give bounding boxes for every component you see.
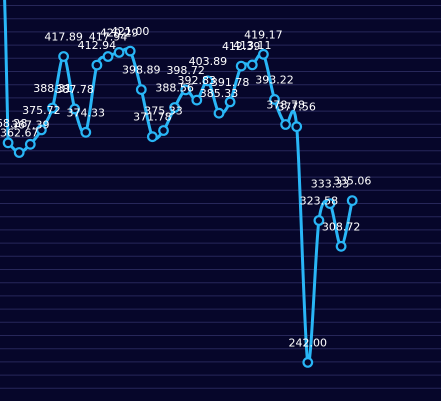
data-label: 371.78: [133, 111, 172, 124]
data-point: [324, 198, 336, 210]
data-label: 392.83: [178, 74, 217, 87]
data-point: [202, 75, 214, 87]
data-point: [102, 51, 114, 62]
data-label: 412.39: [222, 40, 261, 53]
data-point: [47, 102, 58, 114]
data-label: 308.72: [322, 220, 361, 233]
data-label: 377.56: [277, 101, 316, 114]
data-point: [346, 195, 358, 207]
data-label: 398.89: [122, 64, 161, 77]
data-point: [269, 93, 280, 105]
data-label: 417.89: [44, 31, 83, 44]
data-label: 323.58: [300, 195, 339, 208]
data-point: [146, 131, 158, 143]
data-point: [135, 84, 147, 95]
data-points: [2, 45, 358, 368]
data-label: 398.72: [166, 64, 205, 77]
data-label: 385.33: [200, 87, 239, 100]
series-line: [3, 0, 354, 365]
data-label: 335.06: [333, 175, 372, 188]
data-label: 388.56: [155, 82, 194, 95]
data-point: [280, 119, 292, 130]
data-label: 391.78: [211, 76, 250, 89]
data-point: [124, 45, 136, 57]
data-label: 367.39: [11, 118, 50, 131]
data-label: 403.89: [189, 55, 228, 68]
data-point: [13, 147, 25, 158]
data-point: [169, 102, 181, 113]
data-label: 420.29: [100, 26, 139, 39]
data-label: 375.72: [22, 104, 61, 117]
data-point: [2, 137, 14, 149]
data-label: 368.28: [0, 117, 27, 130]
data-point: [113, 47, 125, 58]
data-label: 412.94: [78, 39, 117, 52]
data-label: 387.78: [55, 83, 94, 96]
data-point: [258, 48, 269, 60]
data-point: [235, 60, 247, 72]
data-point: [80, 126, 92, 138]
data-label: 393.22: [255, 73, 294, 86]
gridlines: [0, 5, 441, 389]
data-label: 419.17: [244, 28, 283, 41]
data-point: [158, 125, 169, 136]
data-point: [335, 240, 347, 252]
data-point: [58, 51, 69, 62]
data-label: 362.67: [0, 127, 38, 140]
data-label: 413.11: [233, 39, 272, 52]
data-point: [313, 215, 325, 226]
data-label: 417.94: [89, 31, 128, 44]
data-point: [224, 96, 236, 108]
data-point: [191, 94, 203, 106]
data-point: [302, 357, 314, 368]
data-point: [69, 103, 81, 115]
data-point: [24, 138, 36, 150]
data-point: [180, 84, 192, 96]
data-label: 388.31: [33, 82, 72, 95]
data-label: 242.00: [289, 336, 328, 349]
data-point: [213, 107, 225, 119]
data-label: 378.78: [266, 99, 305, 112]
data-label: 421.00: [111, 25, 150, 38]
data-point: [291, 121, 303, 133]
data-point: [36, 124, 47, 136]
data-label: 333.33: [311, 178, 350, 191]
data-point: [246, 59, 258, 71]
data-point: [91, 59, 103, 71]
data-label: 374.33: [67, 106, 106, 119]
data-label: 375.33: [144, 105, 183, 118]
